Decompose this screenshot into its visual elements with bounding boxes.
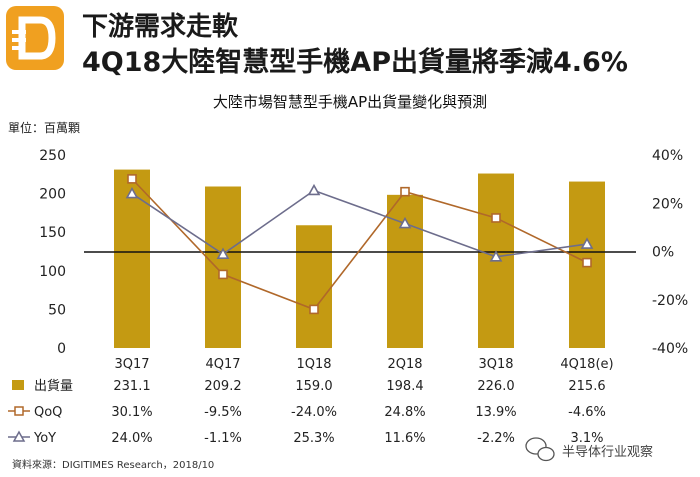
yoy-line [131, 189, 588, 258]
table-cell: 25.3% [293, 431, 334, 446]
table-cell: -24.0% [291, 405, 337, 420]
yoy-marker [398, 216, 412, 229]
bar-3Q17 [114, 169, 150, 348]
table-cell: 24.0% [111, 431, 152, 446]
bar-4Q17 [205, 186, 241, 348]
category-label: 4Q17 [205, 357, 240, 372]
table-cell: -2.2% [477, 431, 515, 446]
qoq-marker [582, 257, 592, 268]
qoq-marker [218, 269, 228, 280]
right-tick-label: 40% [652, 148, 683, 164]
right-tick-label: -40% [652, 341, 688, 357]
watermark-text: 半导体行业观察 [562, 445, 653, 460]
table-cell: 24.8% [384, 405, 425, 420]
table-cell: 226.0 [477, 379, 514, 394]
category-labels: 3Q17 4Q17 1Q18 2Q18 3Q18 4Q18(e) [114, 357, 613, 372]
right-tick-label: 0% [652, 245, 674, 261]
yoy-marker [125, 186, 139, 199]
right-tick-label: 20% [652, 196, 683, 212]
qoq-line [131, 178, 588, 311]
watermark: 半导体行业观察 [525, 437, 653, 462]
table-row-label: 出貨量 [34, 378, 73, 394]
qoq-marker [491, 213, 501, 223]
right-tick-label: -20% [652, 293, 688, 309]
headline-line-1: 下游需求走軟 [82, 12, 239, 42]
qoq-marker [400, 186, 410, 197]
table-cell: 198.4 [386, 379, 423, 394]
legend-marker-qoq [14, 406, 24, 416]
table-cell: 30.1% [111, 405, 152, 420]
category-label: 1Q18 [296, 357, 331, 372]
yoy-marker [216, 247, 230, 259]
yoy-marker [489, 250, 503, 262]
table-cell: 209.2 [204, 379, 241, 394]
category-label: 4Q18(e) [560, 357, 613, 372]
table-row-label: QoQ [34, 405, 62, 420]
table-cell: -1.1% [204, 431, 242, 446]
legend-swatch-bar [12, 380, 24, 390]
table-cell: -4.6% [568, 405, 606, 420]
right-axis-ticks: -40% -20% 0% 20% 40% [652, 148, 688, 357]
qoq-marker [127, 174, 137, 184]
chart-title: 大陸市場智慧型手機AP出貨量變化與預測 [213, 93, 487, 111]
table-cell: 11.6% [384, 431, 425, 446]
left-tick-label: 250 [39, 148, 66, 164]
category-label: 2Q18 [387, 357, 422, 372]
chart: 大陸市場智慧型手機AP出貨量變化與預測 單位：百萬顆 0 50 100 150 200 2… [8, 93, 688, 471]
left-tick-label: 150 [39, 225, 66, 241]
left-tick-label: 200 [39, 187, 66, 203]
digitimes-logo [6, 6, 64, 70]
table-cell: -9.5% [204, 405, 242, 420]
unit-label: 單位：百萬顆 [8, 120, 80, 135]
qoq-marker [309, 304, 319, 315]
line-series [125, 174, 594, 315]
table-cell: 231.1 [113, 379, 150, 394]
headline-line-2: 4Q18大陸智慧型手機AP出貨量將季減4.6% [82, 47, 628, 78]
data-table: 出貨量 231.1 209.2 159.0 198.4 226.0 215.6 QoQ 30.1… [8, 378, 606, 446]
table-cell: 159.0 [295, 379, 332, 394]
bar-1Q18 [296, 225, 332, 348]
category-label: 3Q18 [478, 357, 513, 372]
legend-marker-yoy [12, 430, 26, 442]
left-tick-label: 100 [39, 264, 66, 280]
wechat-icon [525, 437, 555, 462]
source-note: 資料來源：DIGITIMES Research，2018/10 [12, 458, 214, 471]
bar-series [114, 169, 605, 348]
category-label: 3Q17 [114, 357, 149, 372]
table-cell: 13.9% [475, 405, 516, 420]
left-axis-ticks: 0 50 100 150 200 250 [39, 148, 66, 357]
yoy-marker [580, 237, 594, 249]
left-tick-label: 50 [48, 302, 66, 318]
table-cell: 215.6 [568, 379, 605, 394]
left-tick-label: 0 [57, 341, 66, 357]
table-row-label: YoY [33, 431, 56, 446]
table-cell: 3.1% [570, 431, 603, 446]
yoy-marker [307, 183, 321, 196]
